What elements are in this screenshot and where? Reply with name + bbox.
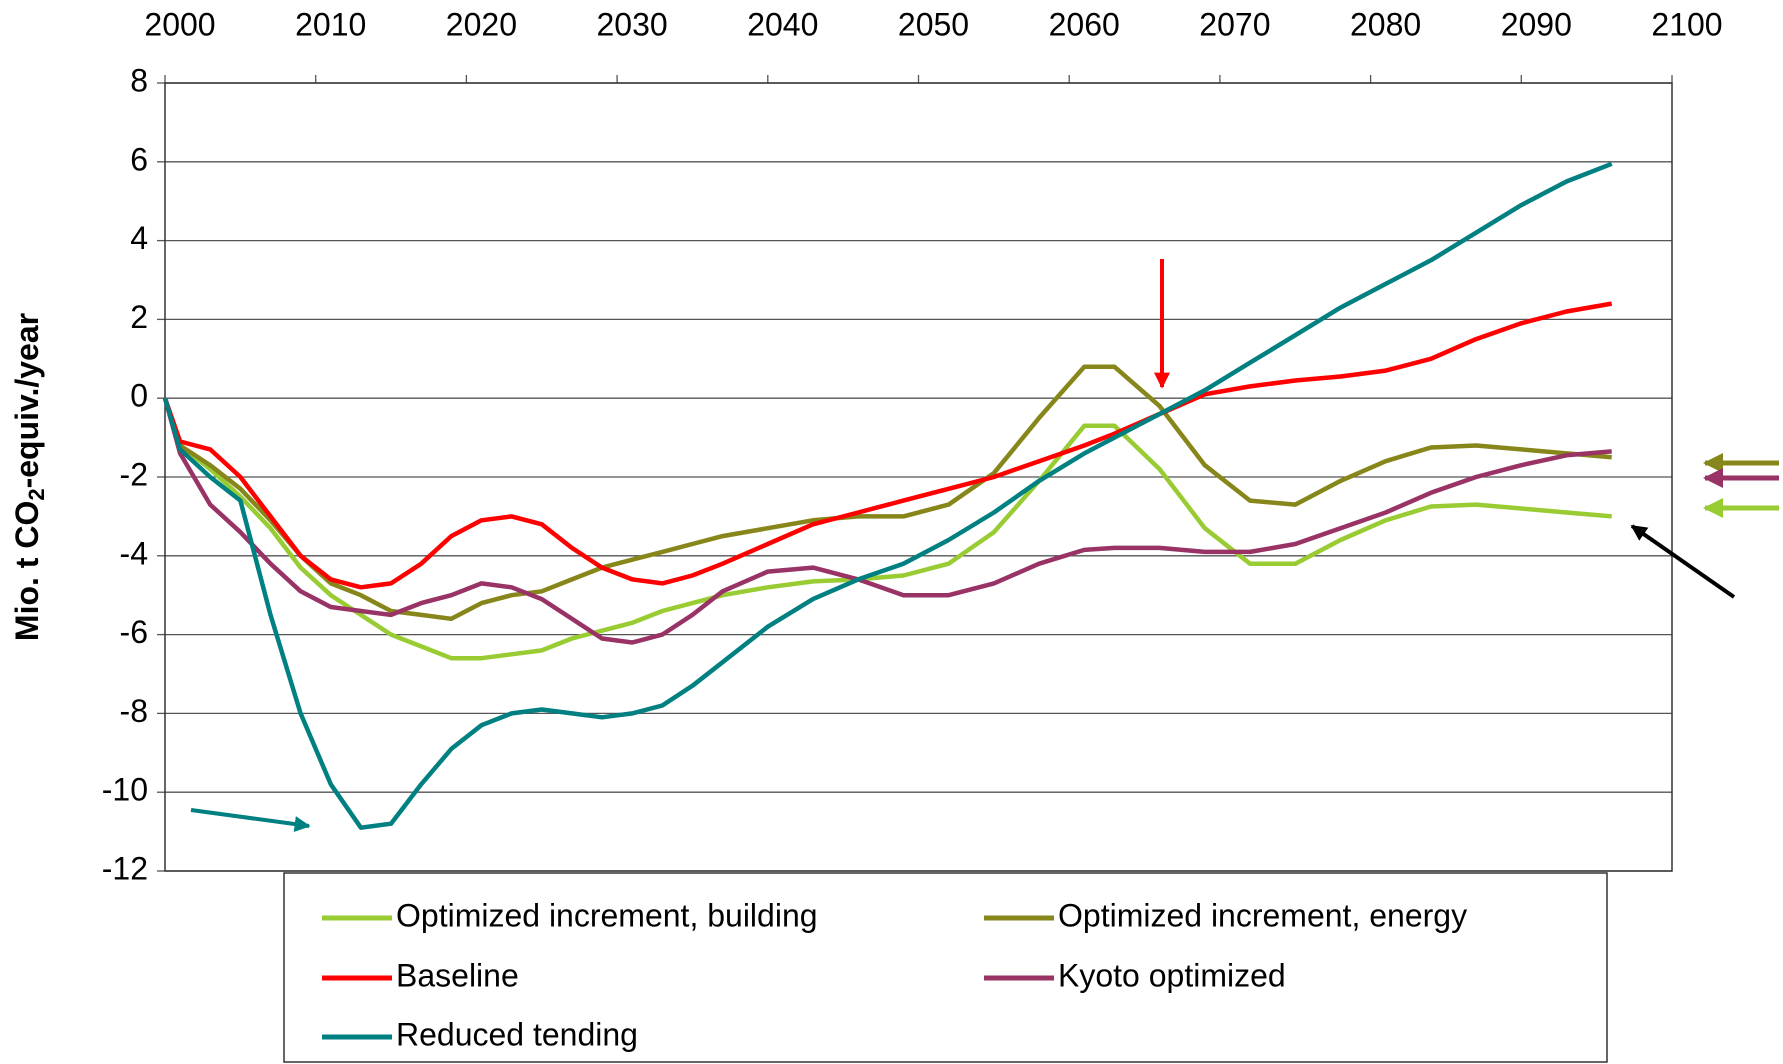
y-tick-label: -6 <box>120 614 148 650</box>
x-tick-label: 2070 <box>1199 6 1270 42</box>
x-tick-label: 2060 <box>1049 6 1120 42</box>
legend-label: Reduced tending <box>396 1016 638 1052</box>
x-tick-label: 2020 <box>446 6 517 42</box>
y-label-sub: 2 <box>24 488 49 500</box>
x-tick-label: 2090 <box>1501 6 1572 42</box>
x-tick-label: 2030 <box>597 6 668 42</box>
y-label-part: Mio. t CO <box>9 501 45 641</box>
annotation-arrow <box>1630 524 1736 599</box>
series-line <box>162 397 1612 661</box>
y-tick-label: -8 <box>120 693 148 729</box>
series-line <box>162 161 1613 830</box>
y-tick-label: 4 <box>130 220 148 256</box>
y-tick-label: -10 <box>102 772 148 808</box>
legend-label: Optimized increment, building <box>396 897 818 933</box>
series-line <box>162 301 1613 590</box>
y-tick-label: 6 <box>130 141 148 177</box>
lines <box>162 161 1613 830</box>
annotation-arrow <box>190 808 311 832</box>
legend-label: Optimized increment, energy <box>1058 897 1467 933</box>
legend-items: Optimized increment, building Optimized i… <box>322 897 1467 1052</box>
series-line <box>162 364 1612 622</box>
x-tick-label: 2080 <box>1350 6 1421 42</box>
y-tick-label: 2 <box>130 299 148 335</box>
series-line <box>162 397 1612 645</box>
y-label-part: -equiv./year <box>9 313 45 488</box>
y-tick-label: -2 <box>120 456 148 492</box>
plot-frame <box>164 82 1673 872</box>
y-tick-label: 0 <box>130 378 148 414</box>
y-tick-label: 8 <box>130 62 148 98</box>
x-tick-label: 2050 <box>898 6 969 42</box>
x-tick-label: 2000 <box>144 6 215 42</box>
legend <box>283 872 1608 1063</box>
y-axis-label: Mio. t CO2-equiv./year <box>9 313 48 641</box>
y-tick-label: -4 <box>120 535 148 571</box>
y-tick-label: -12 <box>102 850 148 886</box>
x-tick-label: 2010 <box>295 6 366 42</box>
legend-label: Baseline <box>396 957 519 993</box>
legend-label: Kyoto optimized <box>1058 957 1286 993</box>
grid <box>157 75 1673 872</box>
x-tick-label: 2040 <box>747 6 818 42</box>
x-tick-label: 2100 <box>1651 6 1722 42</box>
